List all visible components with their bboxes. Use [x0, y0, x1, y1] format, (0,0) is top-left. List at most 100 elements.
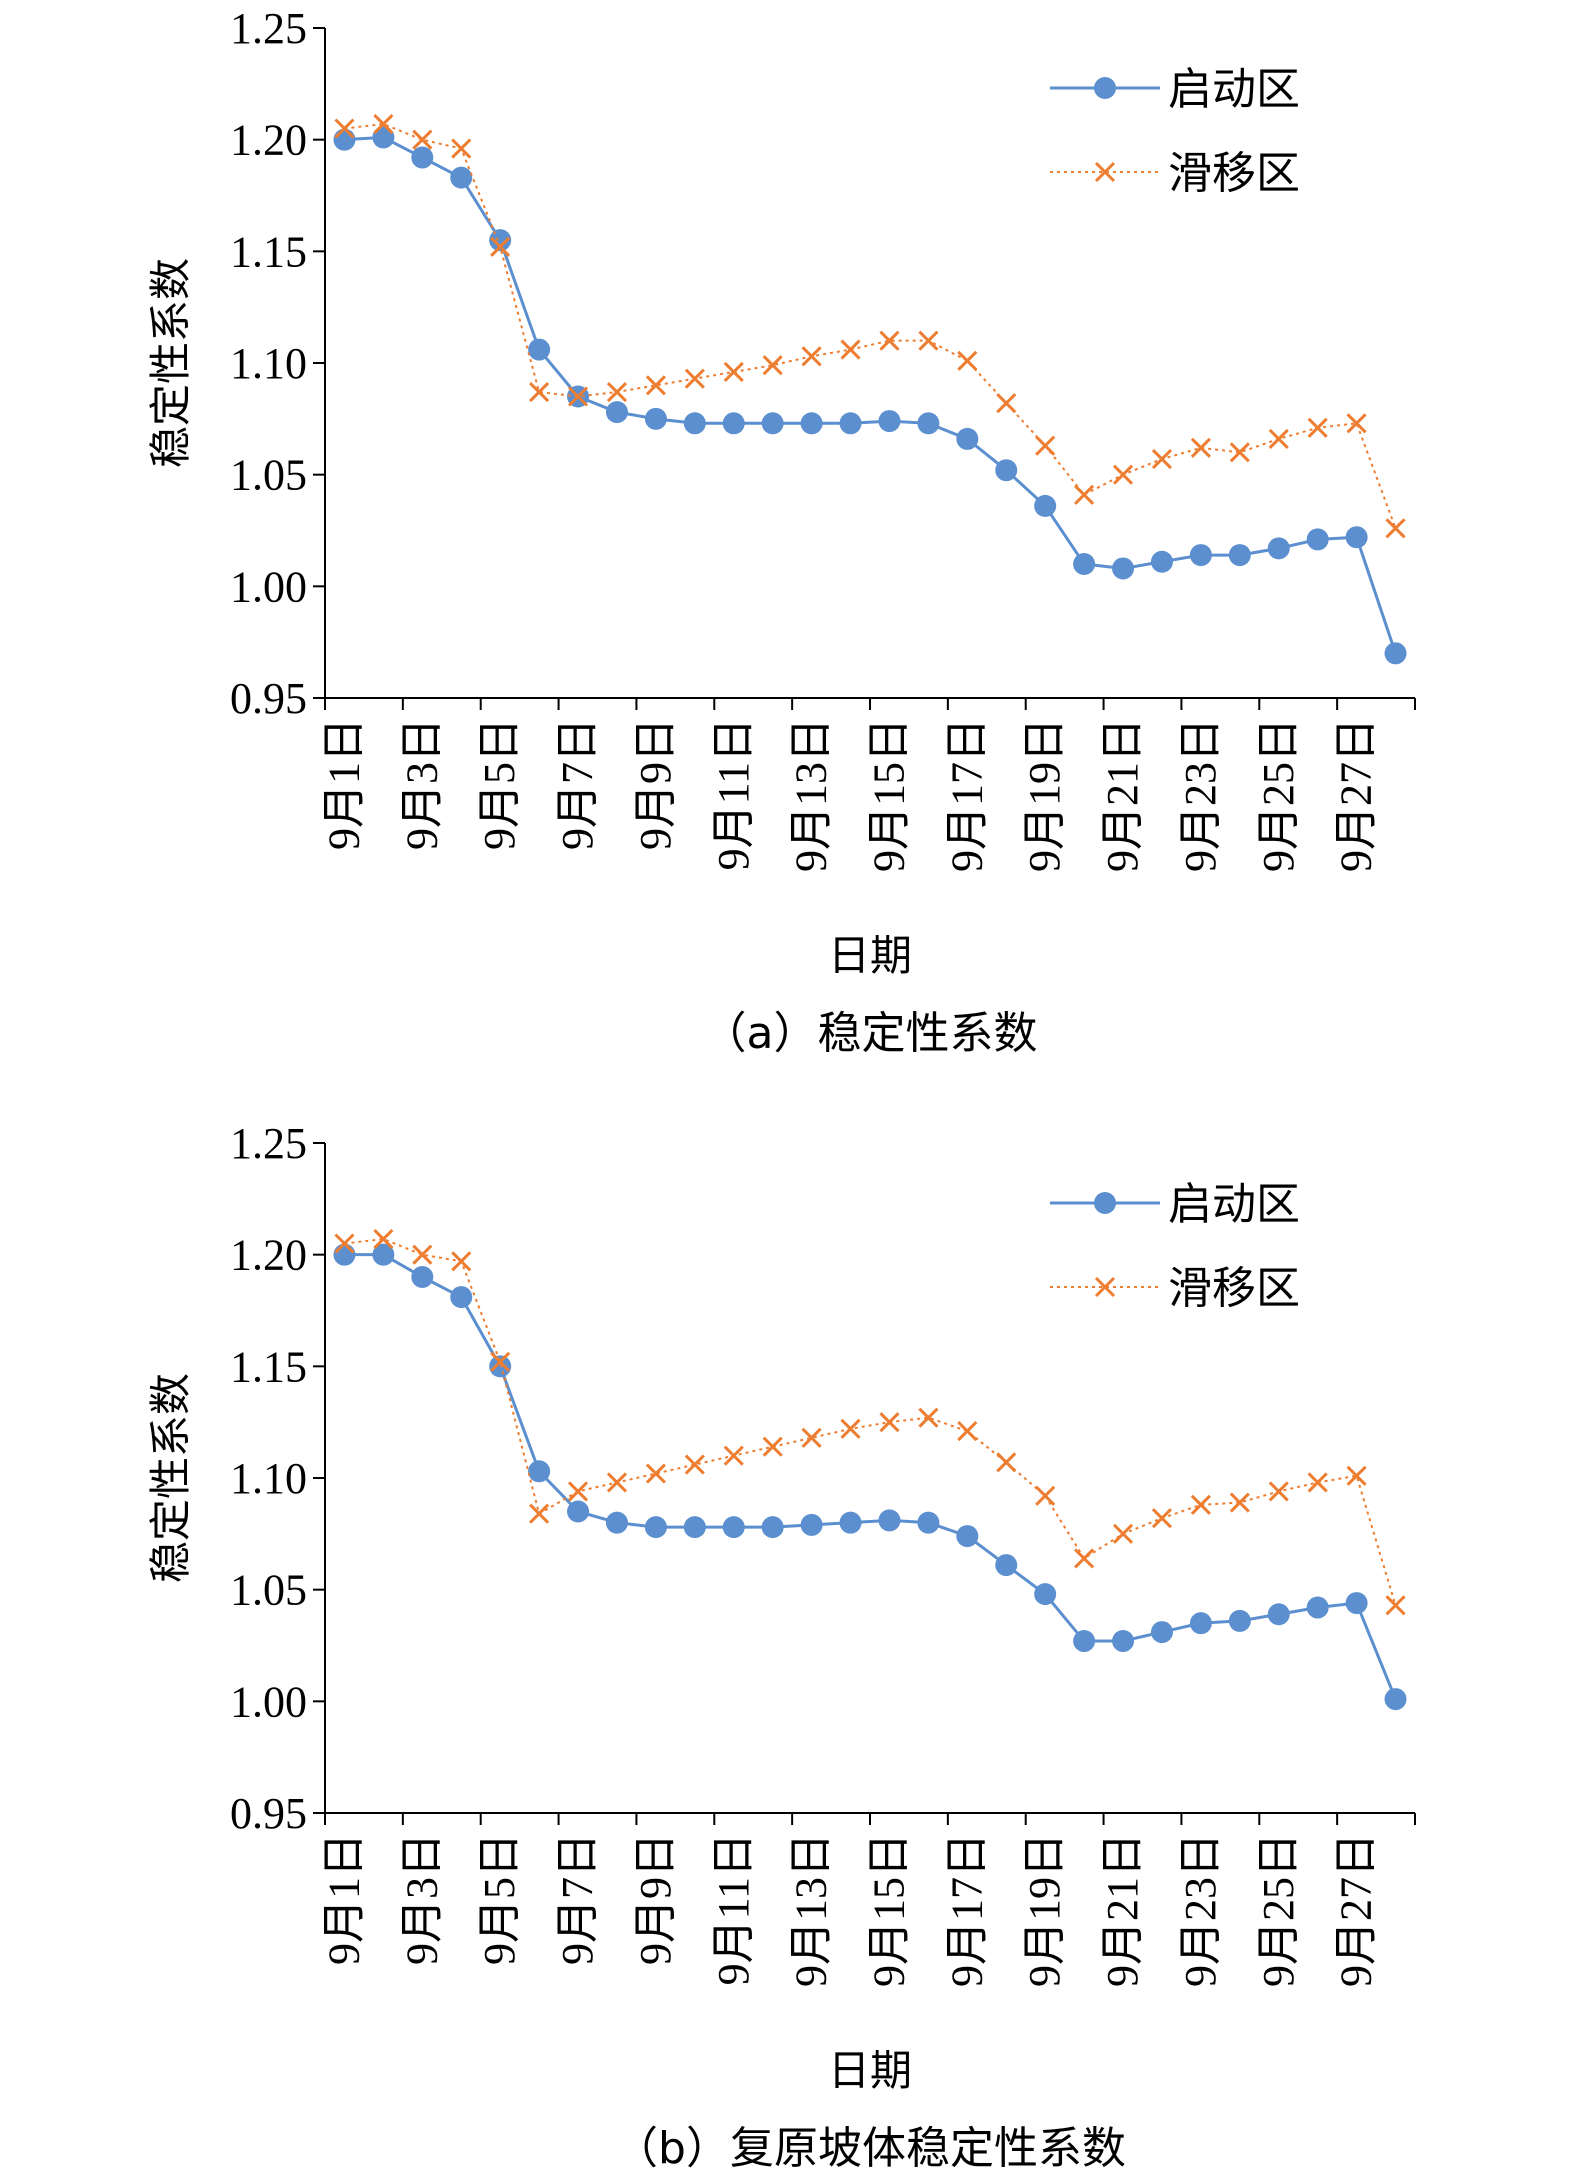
data-point-x-marker [1190, 1494, 1211, 1515]
y-tick-label: 1.25 [230, 4, 307, 53]
data-point-x-marker [490, 1351, 511, 1372]
data-point-circle [1228, 544, 1251, 567]
data-point-x-marker [1074, 1548, 1095, 1569]
data-point-x-marker [762, 355, 783, 376]
data-point-circle [1112, 557, 1135, 580]
data-point-x-marker [606, 1472, 628, 1493]
x-tick-label: 9月17日 [942, 1833, 991, 1987]
data-point-x-marker [1035, 435, 1056, 456]
data-point-circle [411, 1266, 434, 1288]
series-line-starting [344, 135, 1397, 654]
data-point-x-marker [645, 1463, 666, 1484]
x-tick-label: 9月27日 [1332, 1833, 1381, 1987]
x-tick-label: 9月13日 [787, 718, 836, 872]
data-point-circle [1306, 528, 1329, 551]
data-point-circle [839, 1511, 862, 1534]
series-line-sliding [344, 123, 1397, 529]
data-point-circle [722, 412, 745, 435]
y-tick-label: 1.00 [230, 1677, 307, 1726]
data-point-circle [605, 1511, 628, 1534]
y-tick-label: 1.25 [230, 1119, 307, 1168]
data-point-circle [761, 412, 784, 435]
data-point-x-marker [334, 1233, 355, 1254]
data-point-circle [878, 410, 901, 433]
x-tick-label: 9月13日 [787, 1833, 836, 1987]
data-point-x-marker [1307, 417, 1328, 438]
y-tick-label: 1.05 [230, 451, 307, 500]
data-point-circle [1228, 1609, 1251, 1632]
series-line-sliding [344, 1238, 1397, 1606]
data-point-x-marker [684, 368, 705, 389]
data-point-circle [800, 1513, 823, 1536]
x-tick-label: 9月3日 [397, 1833, 446, 1965]
data-point-x-marker [879, 330, 900, 351]
y-tick-label: 1.20 [230, 116, 307, 165]
x-tick-label: 9月17日 [942, 718, 991, 872]
data-point-x-marker [1151, 1508, 1173, 1529]
legend-circle-marker [1094, 1192, 1116, 1214]
data-point-x-marker [606, 381, 628, 403]
data-point-circle [411, 146, 434, 169]
data-point-circle [917, 1511, 940, 1534]
y-tick-label: 0.95 [230, 674, 307, 723]
data-point-circle [722, 1516, 745, 1539]
data-point-circle [800, 412, 823, 435]
data-point-x-marker [645, 375, 666, 396]
data-point-x-marker [529, 381, 550, 403]
x-tick-label: 9月21日 [1098, 1833, 1147, 1987]
x-tick-label: 9月15日 [864, 1833, 913, 1987]
x-tick-label: 9月15日 [864, 718, 913, 872]
data-point-circle [1306, 1596, 1329, 1619]
data-point-circle [528, 1460, 551, 1483]
data-point-x-marker [412, 129, 433, 150]
data-point-x-marker [412, 1244, 433, 1265]
data-point-x-marker [801, 346, 822, 367]
x-tick-label: 9月21日 [1098, 718, 1147, 872]
data-point-x-marker [334, 118, 355, 139]
data-point-circle [333, 128, 356, 151]
data-point-x-marker [1229, 1492, 1250, 1513]
data-point-circle [917, 412, 940, 435]
series-line-starting [344, 1253, 1397, 1700]
legend-x-marker [1094, 161, 1116, 183]
data-point-circle [567, 1500, 590, 1523]
legend-label: 滑移区 [1168, 1263, 1300, 1314]
data-point-circle [605, 401, 628, 424]
data-point-x-marker [840, 1418, 861, 1439]
data-point-circle [372, 1243, 395, 1266]
data-point-x-marker [1346, 1465, 1367, 1486]
x-tick-label: 9月19日 [1020, 1833, 1069, 1987]
data-point-circle [683, 412, 706, 435]
y-tick-label: 1.10 [230, 1454, 307, 1503]
data-point-x-marker [451, 1251, 472, 1272]
data-point-circle [1384, 642, 1407, 665]
data-point-x-marker [1307, 1472, 1328, 1493]
data-point-x-marker [529, 1503, 550, 1524]
x-tick-label: 9月7日 [553, 1833, 602, 1965]
data-point-x-marker [1035, 1485, 1056, 1506]
data-point-circle [1073, 1630, 1096, 1653]
legend-x-marker [1094, 1276, 1116, 1298]
y-tick-label: 1.10 [230, 339, 307, 388]
data-point-x-marker [1346, 413, 1367, 434]
data-point-circle [1384, 1688, 1407, 1711]
data-point-x-marker [373, 1228, 394, 1250]
data-point-x-marker [918, 330, 939, 351]
data-point-x-marker [373, 113, 394, 135]
data-point-x-marker [684, 1454, 705, 1475]
data-point-circle [1189, 1612, 1212, 1635]
data-point-circle [761, 1516, 784, 1539]
y-tick-label: 1.15 [230, 227, 307, 276]
data-point-x-marker [957, 350, 978, 371]
data-point-circle [1267, 537, 1290, 560]
data-point-x-marker [1385, 1595, 1406, 1616]
data-point-x-marker [1229, 442, 1250, 463]
data-point-circle [489, 229, 512, 252]
chart-a: 0.95 1.00 1.05 1.10 1.15 1.20 1.25 9月1日 9月3日 9月5日… [146, 4, 1416, 1059]
y-axis-title: 稳定性系数 [146, 258, 195, 468]
data-point-circle [1189, 544, 1212, 567]
data-point-circle [450, 166, 473, 189]
x-tick-label: 9月19日 [1020, 718, 1069, 872]
data-point-circle [1267, 1603, 1290, 1626]
data-point-circle [1073, 553, 1096, 575]
